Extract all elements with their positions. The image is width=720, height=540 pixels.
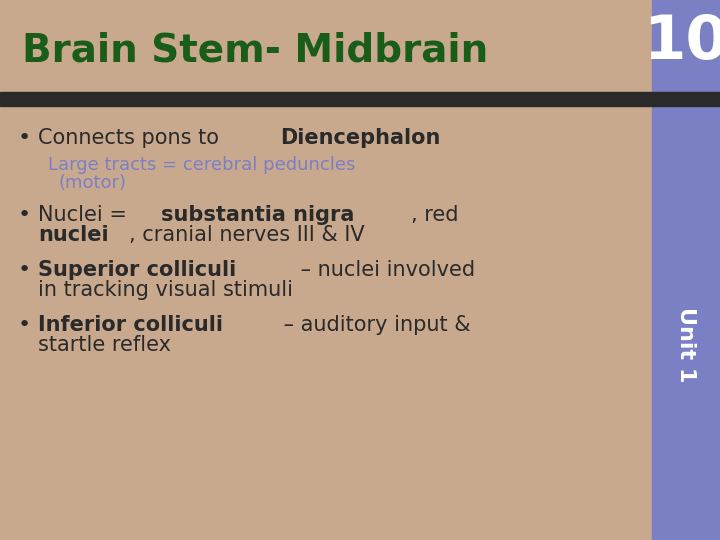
Text: , red: , red [411,205,459,225]
Bar [0,92,720,106]
Text: – auditory input &: – auditory input & [276,315,470,335]
Text: 10: 10 [644,14,720,72]
Text: (motor): (motor) [58,174,126,192]
Text: Nuclei =: Nuclei = [38,205,134,225]
Text: •: • [18,128,31,148]
Text: •: • [18,260,31,280]
Text: – nuclei involved: – nuclei involved [294,260,475,280]
Text: nuclei: nuclei [38,225,109,245]
Text: in tracking visual stimuli: in tracking visual stimuli [38,280,293,300]
Text: Superior colliculi: Superior colliculi [38,260,236,280]
Text: Inferior colliculi: Inferior colliculi [38,315,223,335]
Text: •: • [18,315,31,335]
Text: Connects pons to: Connects pons to [38,128,225,148]
Text: Brain Stem- Midbrain: Brain Stem- Midbrain [22,31,488,69]
Text: Unit 1: Unit 1 [676,307,696,383]
Text: Large tracts = cerebral peduncles: Large tracts = cerebral peduncles [48,156,356,174]
Text: startle reflex: startle reflex [38,335,171,355]
Text: •: • [18,205,31,225]
Text: substantia nigra: substantia nigra [161,205,355,225]
Bar [652,0,720,540]
Text: , cranial nerves III & IV: , cranial nerves III & IV [129,225,365,245]
Text: Diencephalon: Diencephalon [280,128,441,148]
